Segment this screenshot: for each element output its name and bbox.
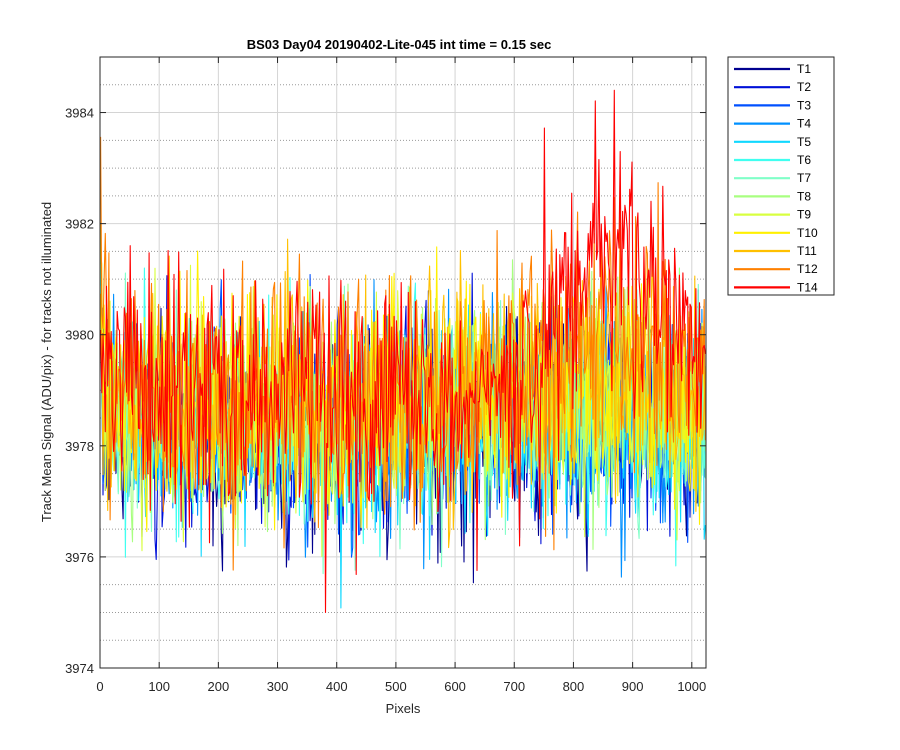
x-tick-label: 1000 [677,679,706,694]
legend-label-t6: T6 [797,153,811,167]
y-tick-label: 3980 [65,328,94,343]
x-tick-label: 400 [326,679,348,694]
y-axis-label: Track Mean Signal (ADU/pix) - for tracks… [39,202,54,522]
series-line-t14 [100,89,706,613]
legend-label-t14: T14 [797,280,818,294]
x-tick-label: 700 [503,679,525,694]
legend-label-t9: T9 [797,208,811,222]
chart-title: BS03 Day04 20190402-Lite-045 int time = … [247,37,552,52]
legend-label-t1: T1 [797,62,811,76]
legend-label-t7: T7 [797,171,811,185]
x-tick-label: 300 [267,679,289,694]
plot-frame [99,56,707,669]
x-axis-label: Pixels [386,701,421,716]
y-tick-label: 3974 [65,661,94,676]
x-axis: 0 100 200 300 400 500 600 700 800 900 1000 [96,57,706,694]
legend-label-t4: T4 [797,117,811,131]
legend-label-t12: T12 [797,262,818,276]
y-tick-label: 3978 [65,439,94,454]
x-tick-label: 100 [148,679,170,694]
series-layer [100,89,706,613]
legend-label-t11: T11 [797,244,817,258]
y-tick-label: 3982 [65,217,94,232]
x-tick-label: 500 [385,679,407,694]
y-tick-label: 3984 [65,106,94,121]
legend-label-t3: T3 [797,98,811,112]
y-tick-label: 3976 [65,550,94,565]
legend-label-t8: T8 [797,189,811,203]
legend-label-t2: T2 [797,80,811,94]
legend-box [727,56,835,296]
legend-label-t10: T10 [797,226,818,240]
legend-label-t5: T5 [797,135,811,149]
x-tick-label: 200 [208,679,230,694]
x-tick-label: 800 [563,679,585,694]
x-tick-label: 600 [444,679,466,694]
y-axis: 3974 3976 3978 3980 3982 3984 [65,106,706,676]
legend: T1 T2 T3 T4 T5 T6 T7 T8 T9 T10 T11 T12 T14 [727,56,835,296]
x-tick-label: 900 [622,679,644,694]
x-tick-label: 0 [96,679,103,694]
